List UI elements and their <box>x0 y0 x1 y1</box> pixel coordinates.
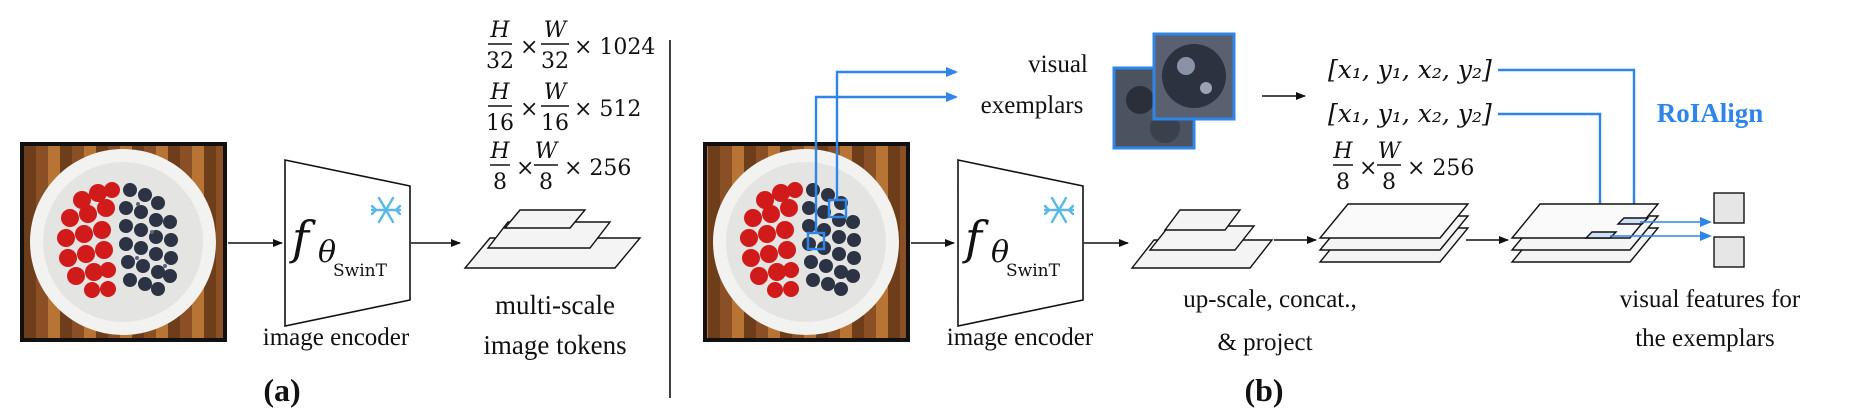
feature-scale-fraction: H 8 × W 8 × 256 <box>1332 139 1474 195</box>
upscale-label-line1: up-scale, concat., <box>1183 286 1357 313</box>
svg-text:8: 8 <box>493 170 507 195</box>
tokens-label-line1: multi-scale <box>495 290 615 320</box>
roialign-label: RoIAlign <box>1657 98 1764 128</box>
panel-letter-a: (a) <box>263 372 300 408</box>
svg-text:× 256: × 256 <box>564 156 631 181</box>
svg-text:× 512: × 512 <box>574 97 641 122</box>
scale-fraction-2: H 16 × W 16 × 512 <box>486 80 641 136</box>
encoder-sub-b: SwinT <box>1006 261 1061 281</box>
svg-text:16: 16 <box>486 111 514 136</box>
svg-text:×: × <box>1359 156 1377 181</box>
svg-text:H: H <box>489 80 510 105</box>
roialign-arrow-1 <box>1498 68 1639 224</box>
svg-text:8: 8 <box>1336 170 1350 195</box>
svg-text:32: 32 <box>486 49 514 74</box>
multi-scale-token-stack <box>463 209 642 269</box>
encoder-theta-a: θ <box>318 235 336 270</box>
exemplar-feature-box-2 <box>1713 236 1745 268</box>
upscale-label-line2: & project <box>1217 329 1312 356</box>
features-label-line1: visual features for <box>1620 286 1801 313</box>
roialign-feature-stack <box>1510 203 1660 263</box>
encoder-theta-b: θ <box>991 235 1009 270</box>
input-image-b <box>703 142 910 342</box>
features-label-line2: the exemplars <box>1635 325 1775 352</box>
tokens-label-line2: image tokens <box>483 330 626 360</box>
exemplars-label-line1: visual <box>1028 51 1088 78</box>
roialign-arrow-2 <box>1498 112 1605 234</box>
exemplar-feature-box-1 <box>1713 192 1745 224</box>
input-image-a <box>20 142 227 342</box>
scale-fraction-3: H 8 × W 8 × 256 <box>489 139 631 195</box>
encoder-sub-a: SwinT <box>333 261 388 281</box>
panel-letter-b: (b) <box>1244 372 1283 408</box>
svg-text:W: W <box>535 139 560 164</box>
svg-text:H: H <box>489 18 510 43</box>
panel-b: visual exemplars [x₁, y₁, x₂, y₂] [x₁, y… <box>703 32 1801 408</box>
scale-fraction-1: H 32 × W 32 × 1024 <box>486 18 655 74</box>
projected-feature-stack <box>1318 203 1470 263</box>
svg-text:H: H <box>489 139 510 164</box>
panel-a: f θ SwinT image encoder multi-scale imag… <box>20 18 655 408</box>
exemplars-label-line2: exemplars <box>981 92 1084 119</box>
svg-text:W: W <box>544 80 569 105</box>
svg-text:×: × <box>516 156 534 181</box>
box-coords-2: [x₁, y₁, x₂, y₂] <box>1328 99 1492 128</box>
svg-text:×: × <box>520 35 538 60</box>
image-encoder-a: f θ SwinT <box>284 159 411 327</box>
arrow-exemplar-1-to-crops <box>835 67 958 200</box>
multi-scale-stack-b <box>1130 209 1274 269</box>
exemplar-crops <box>1112 32 1236 150</box>
image-encoder-b: f θ SwinT <box>957 159 1084 327</box>
svg-text:8: 8 <box>1382 170 1396 195</box>
box-coords-1: [x₁, y₁, x₂, y₂] <box>1328 55 1492 84</box>
svg-text:× 1024: × 1024 <box>574 35 655 60</box>
svg-text:×: × <box>520 97 538 122</box>
svg-text:H: H <box>1332 139 1353 164</box>
snowflake-icon <box>1043 196 1075 224</box>
encoder-label-a: image encoder <box>263 324 410 351</box>
svg-text:W: W <box>1378 139 1403 164</box>
svg-text:8: 8 <box>539 170 553 195</box>
encoder-label-b: image encoder <box>947 324 1094 351</box>
svg-text:16: 16 <box>541 111 569 136</box>
svg-text:× 256: × 256 <box>1407 156 1474 181</box>
svg-text:32: 32 <box>541 49 569 74</box>
snowflake-icon <box>370 196 402 224</box>
svg-text:W: W <box>544 18 569 43</box>
arrow-exemplar-2-to-crops <box>814 92 958 233</box>
